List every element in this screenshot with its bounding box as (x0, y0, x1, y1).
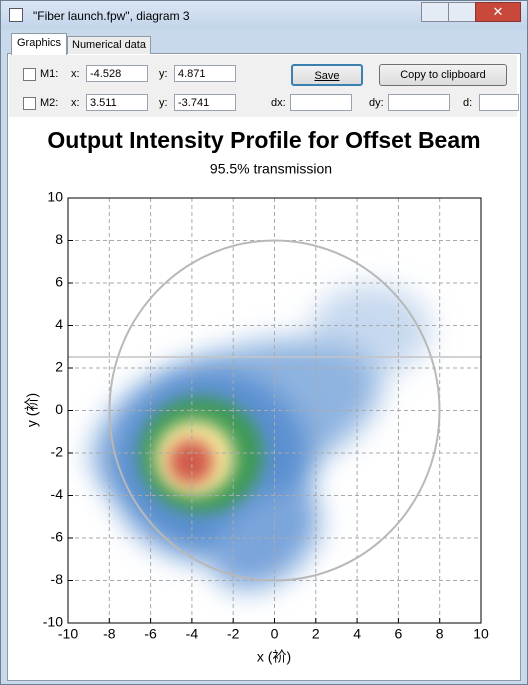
marker-label: M1: (40, 68, 59, 80)
text-field[interactable] (388, 94, 450, 111)
app-icon (9, 8, 23, 22)
maximize-button[interactable] (448, 2, 476, 22)
window-title: "Fiber launch.fpw", diagram 3 (33, 9, 190, 23)
x-tick-label: 0 (271, 626, 279, 642)
x-tick-label: 6 (395, 626, 403, 642)
field-label: y: (159, 97, 168, 109)
y-tick-label: -2 (51, 444, 64, 460)
y-tick-label: 6 (55, 274, 63, 290)
y-tick-label: 10 (47, 189, 63, 205)
field-label: d: (463, 97, 473, 109)
field-label: x: (71, 97, 80, 109)
text-field[interactable] (290, 94, 352, 111)
x-tick-label: -2 (227, 626, 240, 642)
y-tick-label: 4 (55, 316, 63, 332)
intensity-blob (169, 440, 213, 484)
x-axis-label: x (衸) (257, 649, 291, 665)
chart-title: Output Intensity Profile for Offset Beam (47, 127, 480, 153)
field-label: dx: (271, 97, 286, 109)
checkbox[interactable] (23, 97, 36, 110)
chart: Output Intensity Profile for Offset Beam… (11, 120, 517, 670)
save-button[interactable]: Save (291, 64, 363, 86)
y-tick-label: -6 (51, 529, 64, 545)
heatmap (91, 285, 431, 590)
checkbox[interactable] (23, 68, 36, 81)
x-tick-label: -6 (144, 626, 157, 642)
text-field[interactable] (479, 94, 519, 111)
field-label: dy: (369, 97, 384, 109)
y-tick-label: -4 (51, 486, 64, 502)
x-tick-label: 2 (312, 626, 320, 642)
y-axis-label: y (衸) (24, 393, 40, 427)
y-tick-label: -8 (51, 571, 64, 587)
plot-frame (67, 197, 482, 624)
minimize-button[interactable] (421, 2, 449, 22)
tab[interactable]: Graphics (11, 33, 68, 55)
field-label: y: (159, 68, 168, 80)
y-tick-label: 2 (55, 359, 63, 375)
intensity-blob (213, 490, 319, 590)
x-tick-label: 4 (353, 626, 361, 642)
text-field[interactable]: 3.511 (86, 94, 148, 111)
y-tick-label: -10 (43, 614, 63, 630)
marker-label: M2: (40, 97, 59, 109)
x-tick-label: 10 (473, 626, 489, 642)
y-tick-label: 0 (55, 401, 63, 417)
x-tick-label: -8 (103, 626, 116, 642)
text-field[interactable]: -4.528 (86, 65, 148, 82)
chart-subtitle: 95.5% transmission (210, 161, 332, 177)
text-field[interactable]: -3.741 (174, 94, 236, 111)
y-tick-label: 8 (55, 231, 63, 247)
field-label: x: (71, 68, 80, 80)
tab[interactable]: Numerical data (67, 36, 151, 54)
x-tick-label: -10 (58, 626, 78, 642)
fiber-core-outline (108, 239, 441, 582)
close-button[interactable]: ✕ (475, 2, 521, 22)
x-tick-label: -4 (186, 626, 199, 642)
text-field[interactable]: 4.871 (174, 65, 236, 82)
copy-button[interactable]: Copy to clipboard (379, 64, 507, 86)
x-tick-label: 8 (436, 626, 444, 642)
